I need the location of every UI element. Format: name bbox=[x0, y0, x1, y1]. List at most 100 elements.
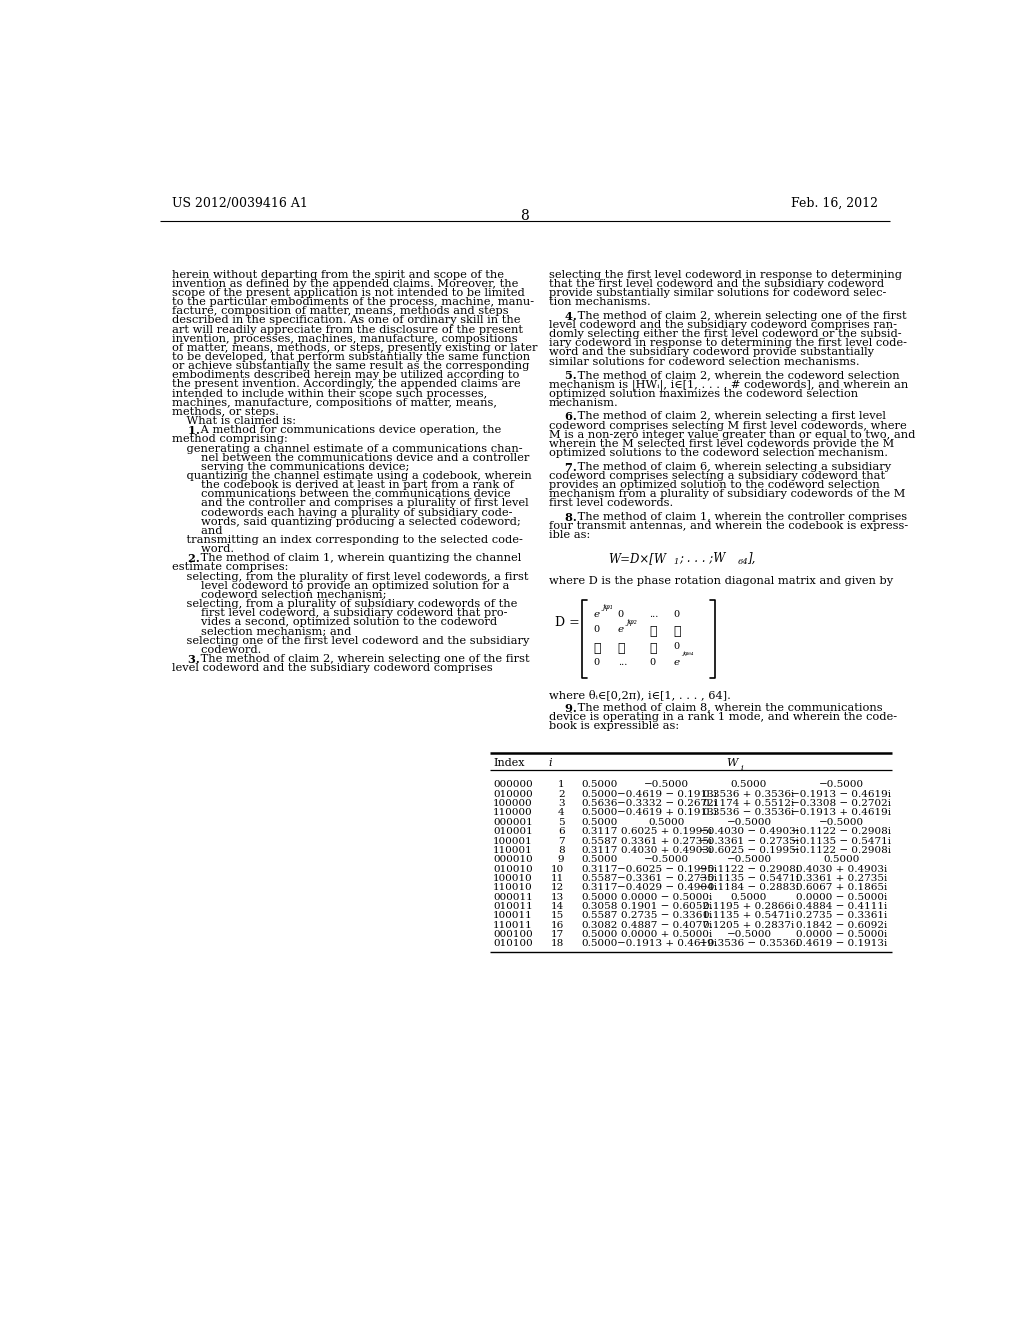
Text: The method of claim 2, wherein selecting one of the first: The method of claim 2, wherein selecting… bbox=[197, 653, 529, 664]
Text: −0.1122 − 0.2908i: −0.1122 − 0.2908i bbox=[699, 865, 799, 874]
Text: 0: 0 bbox=[617, 610, 624, 619]
Text: 17: 17 bbox=[551, 931, 564, 939]
Text: 100000: 100000 bbox=[494, 799, 532, 808]
Text: the present invention. Accordingly, the appended claims are: the present invention. Accordingly, the … bbox=[172, 379, 520, 389]
Text: provides an optimized solution to the codeword selection: provides an optimized solution to the co… bbox=[549, 480, 880, 490]
Text: to the particular embodiments of the process, machine, manu-: to the particular embodiments of the pro… bbox=[172, 297, 534, 308]
Text: selecting the first level codeword in response to determining: selecting the first level codeword in re… bbox=[549, 269, 901, 280]
Text: US 2012/0039416 A1: US 2012/0039416 A1 bbox=[172, 197, 307, 210]
Text: 010001: 010001 bbox=[494, 828, 532, 836]
Text: methods, or steps.: methods, or steps. bbox=[172, 407, 279, 417]
Text: 0.1205 + 0.2837i: 0.1205 + 0.2837i bbox=[703, 921, 795, 929]
Text: described in the specification. As one of ordinary skill in the: described in the specification. As one o… bbox=[172, 315, 520, 326]
Text: scope of the present application is not intended to be limited: scope of the present application is not … bbox=[172, 288, 524, 298]
Text: 0.5000: 0.5000 bbox=[731, 892, 767, 902]
Text: 100010: 100010 bbox=[494, 874, 532, 883]
Text: tion mechanisms.: tion mechanisms. bbox=[549, 297, 650, 308]
Text: i: i bbox=[740, 764, 742, 772]
Text: −0.6025 − 0.1995i: −0.6025 − 0.1995i bbox=[699, 846, 799, 855]
Text: −0.5000: −0.5000 bbox=[726, 931, 771, 939]
Text: 0.5000: 0.5000 bbox=[582, 780, 617, 789]
Text: optimized solution maximizes the codeword selection: optimized solution maximizes the codewor… bbox=[549, 388, 858, 399]
Text: jφ₁: jφ₁ bbox=[602, 602, 613, 611]
Text: 0: 0 bbox=[594, 659, 600, 668]
Text: 4: 4 bbox=[558, 808, 564, 817]
Text: −0.3361 − 0.2735i: −0.3361 − 0.2735i bbox=[699, 837, 799, 846]
Text: 8.: 8. bbox=[549, 512, 577, 523]
Text: generating a channel estimate of a communications chan-: generating a channel estimate of a commu… bbox=[172, 444, 522, 454]
Text: similar solutions for codeword selection mechanisms.: similar solutions for codeword selection… bbox=[549, 356, 859, 367]
Text: codeword comprises selecting a subsidiary codeword that: codeword comprises selecting a subsidiar… bbox=[549, 471, 885, 480]
Text: 0: 0 bbox=[594, 624, 600, 634]
Text: D =: D = bbox=[555, 615, 580, 628]
Text: −0.3332 − 0.2672i: −0.3332 − 0.2672i bbox=[616, 799, 717, 808]
Text: −0.1135 − 0.5471i: −0.1135 − 0.5471i bbox=[792, 837, 892, 846]
Text: 0.2735 − 0.3361i: 0.2735 − 0.3361i bbox=[622, 911, 713, 920]
Text: 0.6067 + 0.1865i: 0.6067 + 0.1865i bbox=[796, 883, 887, 892]
Text: 0.5000: 0.5000 bbox=[582, 892, 617, 902]
Text: 0.1842 − 0.6092i: 0.1842 − 0.6092i bbox=[796, 921, 887, 929]
Text: 8: 8 bbox=[520, 210, 529, 223]
Text: 0.3536 − 0.3536i: 0.3536 − 0.3536i bbox=[703, 808, 795, 817]
Text: selecting, from the plurality of first level codewords, a first: selecting, from the plurality of first l… bbox=[172, 572, 528, 582]
Text: wherein the M selected first level codewords provide the M: wherein the M selected first level codew… bbox=[549, 440, 894, 449]
Text: 0.0000 − 0.5000i: 0.0000 − 0.5000i bbox=[796, 892, 887, 902]
Text: 0.0000 + 0.5000i: 0.0000 + 0.5000i bbox=[622, 931, 713, 939]
Text: What is claimed is:: What is claimed is: bbox=[172, 416, 296, 426]
Text: invention, processes, machines, manufacture, compositions: invention, processes, machines, manufact… bbox=[172, 334, 517, 343]
Text: −0.3361 − 0.2735i: −0.3361 − 0.2735i bbox=[616, 874, 717, 883]
Text: 0.5587: 0.5587 bbox=[582, 874, 617, 883]
Text: 0.1901 − 0.6052i: 0.1901 − 0.6052i bbox=[622, 902, 713, 911]
Text: A method for communications device operation, the: A method for communications device opera… bbox=[197, 425, 501, 436]
Text: 100011: 100011 bbox=[494, 911, 532, 920]
Text: 0.3361 + 0.2735i: 0.3361 + 0.2735i bbox=[796, 874, 887, 883]
Text: ⋮: ⋮ bbox=[594, 643, 601, 655]
Text: 5: 5 bbox=[558, 818, 564, 826]
Text: i: i bbox=[549, 758, 552, 768]
Text: 3: 3 bbox=[558, 799, 564, 808]
Text: 0.3117: 0.3117 bbox=[582, 828, 617, 836]
Text: 8: 8 bbox=[558, 846, 564, 855]
Text: 13: 13 bbox=[551, 892, 564, 902]
Text: mechanism.: mechanism. bbox=[549, 397, 618, 408]
Text: ⋯: ⋯ bbox=[649, 624, 656, 638]
Text: ⋮: ⋮ bbox=[673, 624, 681, 638]
Text: 000100: 000100 bbox=[494, 931, 532, 939]
Text: 0.3058: 0.3058 bbox=[582, 902, 617, 911]
Text: 110010: 110010 bbox=[494, 883, 532, 892]
Text: 0.5000: 0.5000 bbox=[582, 931, 617, 939]
Text: 0.5000: 0.5000 bbox=[582, 818, 617, 826]
Text: −0.1122 − 0.2908i: −0.1122 − 0.2908i bbox=[792, 846, 892, 855]
Text: 9.: 9. bbox=[549, 702, 577, 714]
Text: e: e bbox=[673, 659, 679, 668]
Text: −0.5000: −0.5000 bbox=[644, 855, 689, 865]
Text: of matter, means, methods, or steps, presently existing or later: of matter, means, methods, or steps, pre… bbox=[172, 343, 538, 352]
Text: 64: 64 bbox=[737, 558, 749, 566]
Text: −0.5000: −0.5000 bbox=[726, 818, 771, 826]
Text: first level codeword, a subsidiary codeword that pro-: first level codeword, a subsidiary codew… bbox=[172, 609, 507, 618]
Text: 0: 0 bbox=[649, 659, 655, 668]
Text: The method of claim 2, wherein the codeword selection: The method of claim 2, wherein the codew… bbox=[573, 371, 899, 380]
Text: 0.3117: 0.3117 bbox=[582, 865, 617, 874]
Text: −0.4029 − 0.4904i: −0.4029 − 0.4904i bbox=[616, 883, 717, 892]
Text: W: W bbox=[727, 758, 738, 768]
Text: 10: 10 bbox=[551, 865, 564, 874]
Text: 0.5000: 0.5000 bbox=[582, 808, 617, 817]
Text: codeword.: codeword. bbox=[172, 644, 261, 655]
Text: −0.4619 − 0.1913i: −0.4619 − 0.1913i bbox=[616, 789, 717, 799]
Text: optimized solutions to the codeword selection mechanism.: optimized solutions to the codeword sele… bbox=[549, 447, 888, 458]
Text: ⋯: ⋯ bbox=[649, 643, 656, 655]
Text: invention as defined by the appended claims. Moreover, the: invention as defined by the appended cla… bbox=[172, 279, 518, 289]
Text: 3.: 3. bbox=[172, 653, 200, 665]
Text: that the first level codeword and the subsidiary codeword: that the first level codeword and the su… bbox=[549, 279, 884, 289]
Text: first level codewords.: first level codewords. bbox=[549, 499, 673, 508]
Text: 0: 0 bbox=[673, 610, 679, 619]
Text: 15: 15 bbox=[551, 911, 564, 920]
Text: mechanism is |HWᵢ|, i∈[1, . . . , # codewords], and wherein an: mechanism is |HWᵢ|, i∈[1, . . . , # code… bbox=[549, 379, 908, 391]
Text: embodiments described herein may be utilized according to: embodiments described herein may be util… bbox=[172, 371, 519, 380]
Text: serving the communications device;: serving the communications device; bbox=[172, 462, 409, 471]
Text: 6: 6 bbox=[558, 828, 564, 836]
Text: words, said quantizing producing a selected codeword;: words, said quantizing producing a selec… bbox=[172, 516, 520, 527]
Text: 0.5000: 0.5000 bbox=[582, 789, 617, 799]
Text: and: and bbox=[172, 525, 222, 536]
